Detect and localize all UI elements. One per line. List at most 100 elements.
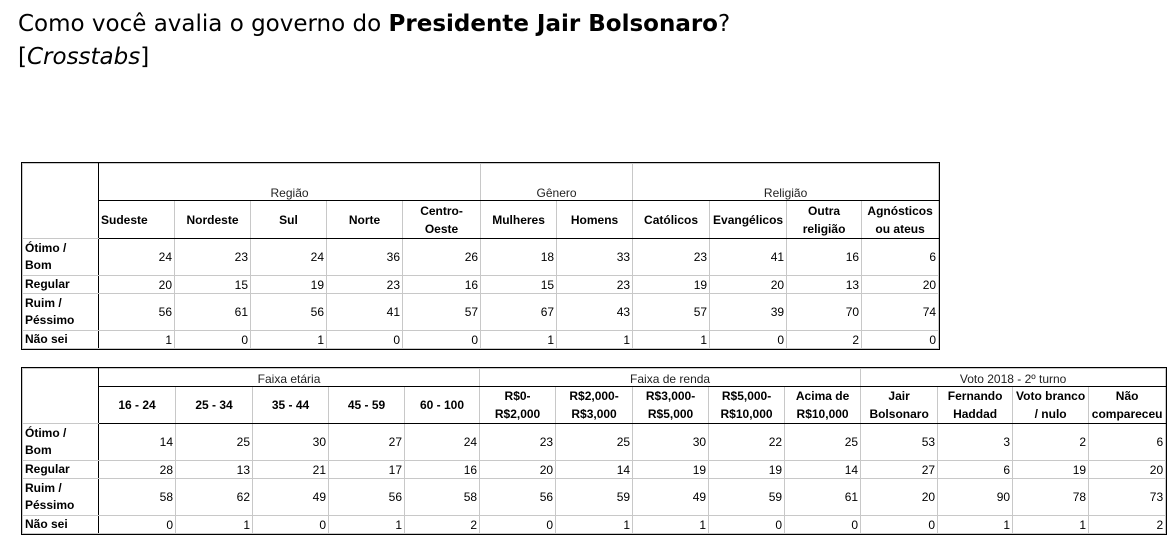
column-header: Acima de R$10,000: [784, 386, 862, 424]
value-cell: 30: [252, 423, 329, 461]
value-cell: 14: [98, 423, 176, 461]
value-cell: 2: [1012, 423, 1090, 461]
value-cell: 90: [937, 478, 1014, 516]
corner-cell: [22, 368, 99, 424]
value-cell: 1: [556, 330, 634, 349]
value-cell: 20: [98, 275, 175, 294]
table-row: Não sei 0 1 0 1 2 0 1 1 0 0 0 1 1 2: [22, 515, 1167, 534]
value-cell: 19: [1012, 460, 1090, 479]
column-header: 45 - 59: [328, 386, 405, 424]
value-cell: 18: [480, 238, 558, 276]
value-cell: 56: [98, 293, 175, 331]
column-header: 35 - 44: [252, 386, 329, 424]
value-cell: 20: [1088, 460, 1167, 479]
group-header: Faixa de renda: [479, 368, 862, 387]
value-cell: 25: [175, 423, 253, 461]
row-label: Ruim / Péssimo: [22, 293, 99, 331]
value-cell: 70: [786, 293, 863, 331]
value-cell: 41: [326, 293, 403, 331]
value-cell: 20: [709, 275, 788, 294]
column-header: Sul: [250, 200, 327, 239]
value-cell: 0: [252, 515, 329, 534]
value-cell: 1: [632, 330, 711, 349]
value-cell: 67: [480, 293, 558, 331]
value-cell: 74: [861, 293, 940, 331]
group-header: Voto 2018 - 2º turno: [860, 368, 1167, 387]
value-cell: 6: [861, 238, 940, 276]
row-label: Regular: [22, 275, 99, 294]
value-cell: 15: [174, 275, 251, 294]
column-header: R$0- R$2,000: [479, 386, 557, 424]
value-cell: 39: [709, 293, 788, 331]
value-cell: 43: [556, 293, 634, 331]
value-cell: 20: [861, 275, 940, 294]
value-cell: 24: [98, 238, 175, 276]
column-header: R$5,000- R$10,000: [708, 386, 786, 424]
group-header: Religião: [632, 163, 940, 201]
value-cell: 0: [174, 330, 251, 349]
value-cell: 61: [174, 293, 251, 331]
value-cell: 20: [860, 478, 939, 516]
group-header-row: Faixa etária Faixa de renda Voto 2018 - 2º…: [22, 368, 1167, 424]
group-header: Faixa etária: [97, 368, 481, 387]
table-row: Ruim / Péssimo 56 61 56 41 57 67 43 57 39 70 74: [22, 293, 940, 331]
row-label: Ótimo / Bom: [22, 423, 99, 461]
value-cell: 23: [556, 275, 634, 294]
value-cell: 23: [326, 275, 403, 294]
subtitle: [Crosstabs]: [18, 44, 150, 70]
value-cell: 27: [860, 460, 939, 479]
row-label: Não sei: [22, 330, 99, 349]
value-cell: 16: [401, 275, 482, 294]
value-cell: 1: [98, 330, 175, 349]
value-cell: 0: [401, 330, 482, 349]
value-cell: 2: [1088, 515, 1167, 534]
column-header: Norte: [326, 200, 403, 239]
value-cell: 19: [632, 460, 710, 479]
value-cell: 1: [328, 515, 405, 534]
value-cell: 21: [252, 460, 329, 479]
value-cell: 22: [708, 423, 786, 461]
value-cell: 1: [555, 515, 634, 534]
column-header: 16 - 24: [98, 386, 176, 424]
value-cell: 15: [480, 275, 558, 294]
value-cell: 59: [708, 478, 786, 516]
value-cell: 3: [937, 423, 1014, 461]
value-cell: 56: [250, 293, 327, 331]
table-row: Não sei 1 0 1 0 0 1 1 1 0 2 0: [22, 330, 940, 349]
column-header: Centro-Oeste: [401, 200, 482, 239]
column-header: 60 - 100: [403, 386, 481, 424]
value-cell: 28: [98, 460, 176, 479]
value-cell: 6: [937, 460, 1014, 479]
value-cell: 0: [479, 515, 557, 534]
row-label: Ruim / Péssimo: [22, 478, 99, 516]
column-header: Católicos: [632, 200, 711, 239]
value-cell: 25: [784, 423, 862, 461]
value-cell: 14: [784, 460, 862, 479]
column-header: Agnósticos ou ateus: [861, 200, 940, 239]
value-cell: 1: [175, 515, 253, 534]
table-row: Regular 20 15 19 23 16 15 23 19 20 13 20: [22, 275, 940, 294]
value-cell: 0: [709, 330, 788, 349]
value-cell: 19: [708, 460, 786, 479]
column-header: Fernando Haddad: [937, 386, 1014, 424]
crosstab-table-age-income-vote: Faixa etária Faixa de renda Voto 2018 - 2º…: [20, 367, 1168, 535]
group-header-row: Região Gênero Religião: [22, 163, 940, 239]
question-line: Como você avalia o governo do Presidente…: [18, 11, 731, 37]
value-cell: 13: [786, 275, 863, 294]
value-cell: 62: [175, 478, 253, 516]
value-cell: 78: [1012, 478, 1090, 516]
value-cell: 41: [709, 238, 788, 276]
column-header: R$2,000- R$3,000: [555, 386, 634, 424]
value-cell: 2: [786, 330, 863, 349]
row-label: Ótimo / Bom: [22, 238, 99, 276]
value-cell: 30: [632, 423, 710, 461]
column-header: R$3,000- R$5,000: [632, 386, 710, 424]
value-cell: 23: [632, 238, 711, 276]
value-cell: 1: [480, 330, 558, 349]
column-header: Não compareceu: [1088, 386, 1167, 424]
value-cell: 17: [328, 460, 405, 479]
column-header: Mulheres: [480, 200, 558, 239]
column-header: Sudeste: [98, 200, 175, 239]
column-header: Jair Bolsonaro: [860, 386, 939, 424]
value-cell: 0: [326, 330, 403, 349]
